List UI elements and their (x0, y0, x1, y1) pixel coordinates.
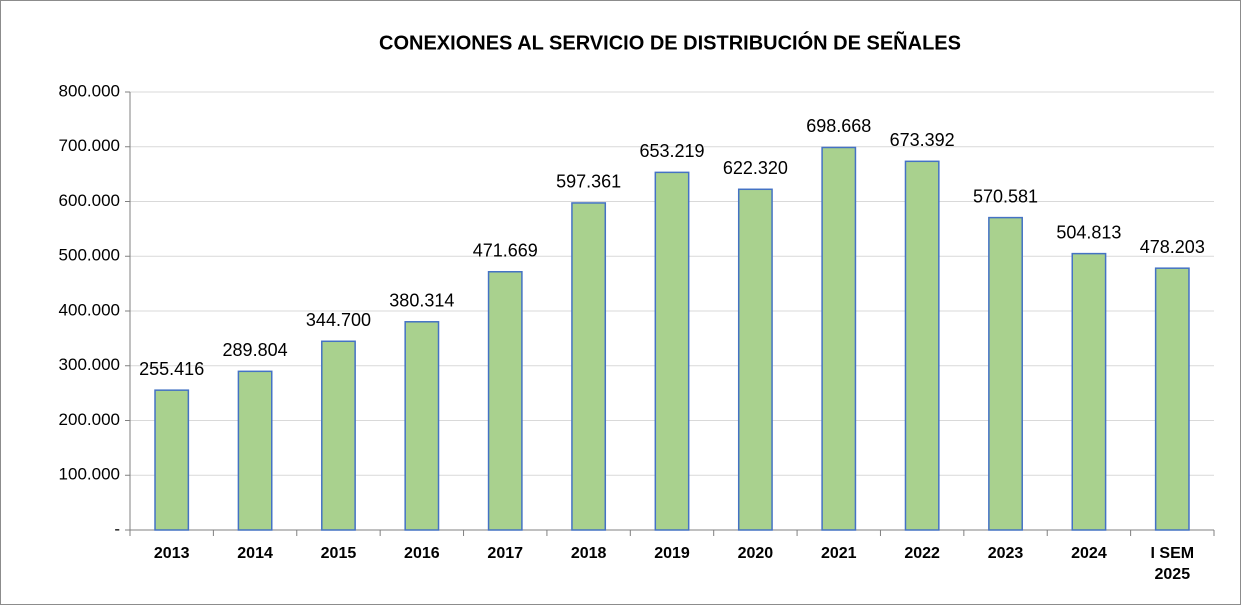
x-tick-label: 2018 (571, 545, 607, 562)
bar (487, 271, 523, 531)
bar (737, 188, 773, 531)
x-tick-label: 2022 (904, 545, 940, 562)
value-label: 289.804 (223, 340, 288, 360)
y-tick-label: 800.000 (59, 81, 120, 100)
y-tick-label: 300.000 (59, 355, 120, 374)
y-tick-label: 500.000 (59, 246, 120, 265)
y-tick-label: 400.000 (59, 300, 120, 319)
value-label: 471.669 (473, 241, 538, 261)
x-tick-label: 2024 (1071, 545, 1107, 562)
x-tick-label: I SEM 2025 (1151, 545, 1195, 583)
x-tick-label: 2013 (154, 545, 190, 562)
value-label: 597.361 (556, 172, 621, 192)
value-label: 673.392 (890, 130, 955, 150)
bar (237, 370, 273, 531)
value-label: 478.203 (1140, 237, 1205, 257)
y-tick-label: 700.000 (59, 136, 120, 155)
value-label: 504.813 (1056, 222, 1121, 242)
value-label: 653.219 (639, 141, 704, 161)
x-tick-label: 2019 (654, 545, 690, 562)
x-tick-label: 2014 (237, 545, 273, 562)
value-label: 344.700 (306, 310, 371, 330)
y-tick-label: 200.000 (59, 410, 120, 429)
bar (571, 202, 607, 531)
value-label: 570.581 (973, 186, 1038, 206)
y-tick-label: 600.000 (59, 191, 120, 210)
bar (988, 216, 1023, 531)
chart-title: CONEXIONES AL SERVICIO DE DISTRIBUCIÓN D… (379, 30, 961, 54)
bar (1154, 267, 1190, 531)
value-label: 255.416 (139, 359, 204, 379)
x-tick-label: 2020 (738, 545, 774, 562)
y-tick-label: 100.000 (59, 465, 120, 484)
bar (154, 389, 190, 531)
bar (654, 171, 690, 531)
x-tick-label: 2021 (821, 545, 857, 562)
x-tick-label: 2016 (404, 545, 440, 562)
value-label: 698.668 (806, 116, 871, 136)
bar (404, 321, 440, 531)
x-tick-label: 2023 (988, 545, 1024, 562)
x-tick-label: 2017 (487, 545, 523, 562)
x-tick-label: 2015 (321, 545, 357, 562)
bar (821, 146, 857, 531)
value-label: 380.314 (389, 291, 454, 311)
value-label: 622.320 (723, 158, 788, 178)
bar (1071, 252, 1107, 531)
y-tick-label: - (114, 519, 120, 538)
bar (321, 340, 356, 531)
bar (904, 160, 940, 531)
